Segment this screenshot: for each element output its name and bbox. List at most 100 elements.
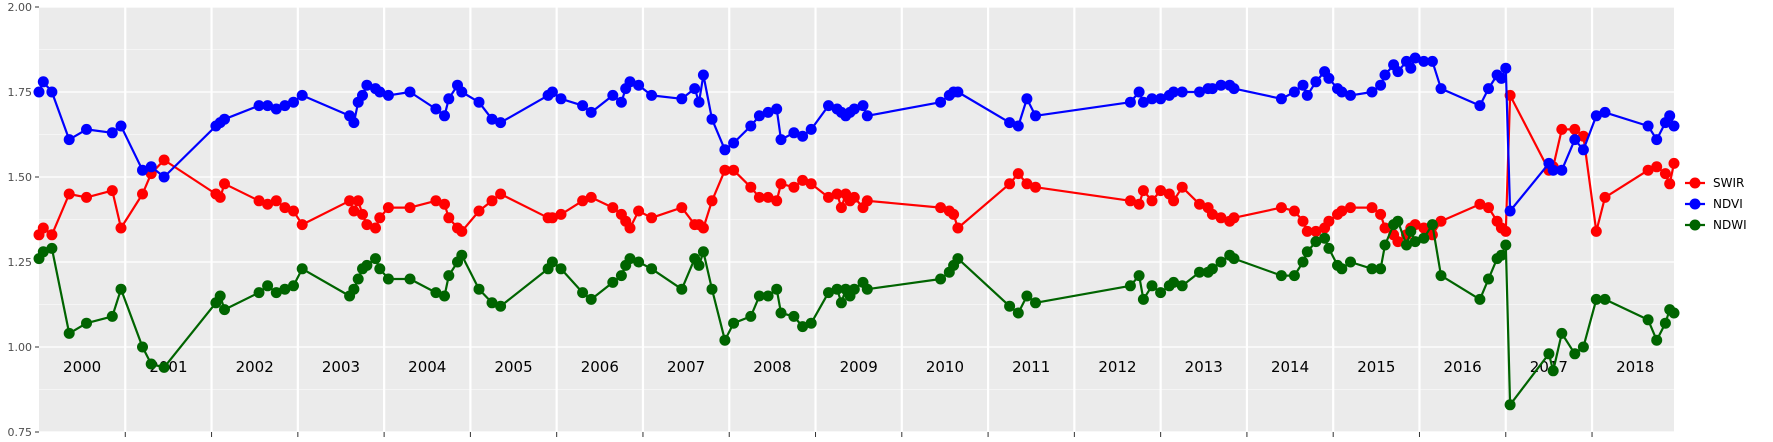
data-point-ndwi: [1435, 270, 1447, 282]
data-point-ndwi: [1137, 293, 1149, 305]
data-point-ndvi: [676, 93, 688, 105]
data-point-swir: [1288, 205, 1300, 217]
data-point-swir: [137, 188, 148, 200]
data-point-ndvi: [404, 86, 416, 98]
data-point-swir: [1474, 198, 1486, 210]
data-point-ndvi: [1556, 164, 1568, 176]
data-point-swir: [344, 195, 356, 207]
data-point-swir: [439, 198, 450, 210]
data-point-swir: [279, 202, 291, 214]
data-point-ndvi: [1215, 79, 1227, 91]
data-point-swir: [831, 188, 843, 200]
y-tick-label: 1.00: [8, 341, 33, 354]
data-point-ndvi: [615, 96, 627, 108]
data-point-swir: [46, 229, 58, 241]
data-point-ndwi: [1310, 236, 1322, 248]
data-point-ndvi: [805, 123, 817, 135]
data-point-ndvi: [762, 106, 774, 118]
data-point-ndvi: [63, 134, 75, 146]
data-point-ndvi: [1668, 120, 1680, 132]
year-label: 2004: [408, 358, 446, 376]
data-point-swir: [1435, 215, 1447, 227]
data-point-swir: [382, 202, 394, 214]
data-point-swir: [771, 195, 783, 207]
data-point-ndwi: [1495, 249, 1507, 261]
data-point-swir: [370, 222, 381, 234]
data-point-ndwi: [1375, 263, 1387, 275]
data-point-ndvi: [1405, 62, 1417, 74]
data-point-swir: [607, 202, 619, 214]
year-label: 2018: [1616, 358, 1654, 376]
data-point-ndvi: [1569, 134, 1581, 146]
data-point-ndvi: [1137, 96, 1149, 108]
data-point-ndvi: [137, 164, 148, 176]
data-point-ndvi: [253, 100, 265, 112]
data-point-ndwi: [1336, 263, 1348, 275]
data-point-swir: [948, 208, 960, 220]
data-point-ndwi: [486, 297, 498, 309]
data-point-ndwi: [473, 283, 485, 295]
data-point-ndvi: [1012, 120, 1024, 132]
data-point-ndvi: [46, 86, 58, 98]
data-point-swir: [848, 191, 860, 203]
y-tick-label: 1.50: [8, 171, 33, 184]
data-point-ndvi: [697, 69, 709, 81]
data-point-ndwi: [1426, 219, 1438, 231]
data-point-ndwi: [1194, 266, 1205, 278]
data-point-swir: [706, 195, 718, 207]
year-label: 2013: [1185, 358, 1223, 376]
data-point-ndvi: [158, 171, 170, 183]
data-point-swir: [1301, 225, 1313, 237]
data-point-ndwi: [762, 290, 774, 302]
data-point-ndwi: [952, 253, 964, 265]
data-point-ndvi: [1435, 83, 1447, 95]
data-point-swir: [81, 191, 92, 203]
data-point-ndwi: [805, 317, 817, 329]
data-point-ndwi: [270, 287, 282, 299]
data-point-swir: [1418, 222, 1430, 234]
y-tick-label: 0.75: [8, 426, 33, 439]
data-point-ndvi: [555, 93, 567, 105]
year-label: 2006: [581, 358, 619, 376]
data-point-ndvi: [1483, 83, 1494, 95]
year-label: 2015: [1357, 358, 1395, 376]
data-point-swir: [288, 205, 299, 217]
data-point-swir: [546, 212, 558, 224]
data-point-swir: [935, 202, 947, 214]
data-point-ndvi: [81, 123, 92, 135]
data-point-ndvi: [1474, 100, 1486, 112]
data-point-ndwi: [404, 273, 416, 285]
data-point-ndvi: [1301, 89, 1313, 101]
data-point-swir: [1176, 181, 1188, 193]
data-point-ndvi: [1651, 134, 1663, 146]
data-point-ndwi: [374, 263, 386, 275]
data-point-ndwi: [719, 334, 731, 346]
data-point-ndwi: [615, 270, 627, 282]
data-point-ndwi: [1642, 314, 1654, 326]
data-point-swir: [1155, 185, 1167, 197]
data-point-ndvi: [486, 113, 498, 125]
data-point-swir: [676, 202, 688, 214]
data-point-ndvi: [1004, 117, 1016, 129]
data-point-ndvi: [693, 96, 705, 108]
data-point-ndvi: [1426, 55, 1438, 67]
data-point-ndwi: [106, 310, 118, 322]
data-point-ndwi: [1021, 290, 1033, 302]
data-point-ndvi: [1206, 83, 1218, 95]
data-point-ndwi: [219, 304, 230, 316]
data-point-swir: [728, 164, 740, 176]
data-point-ndvi: [689, 83, 701, 95]
data-point-ndwi: [1288, 270, 1300, 282]
data-point-ndwi: [145, 358, 157, 370]
data-point-swir: [456, 225, 468, 237]
data-point-ndvi: [1030, 110, 1041, 122]
legend-label-swir: SWIR: [1713, 176, 1744, 190]
data-point-ndvi: [1323, 72, 1335, 84]
data-point-ndwi: [745, 310, 757, 322]
data-point-ndvi: [145, 161, 157, 173]
data-point-ndvi: [106, 127, 118, 139]
data-point-ndvi: [1155, 93, 1167, 105]
data-point-swir: [861, 195, 873, 207]
data-point-ndwi: [1392, 215, 1404, 227]
data-point-ndvi: [219, 113, 230, 125]
